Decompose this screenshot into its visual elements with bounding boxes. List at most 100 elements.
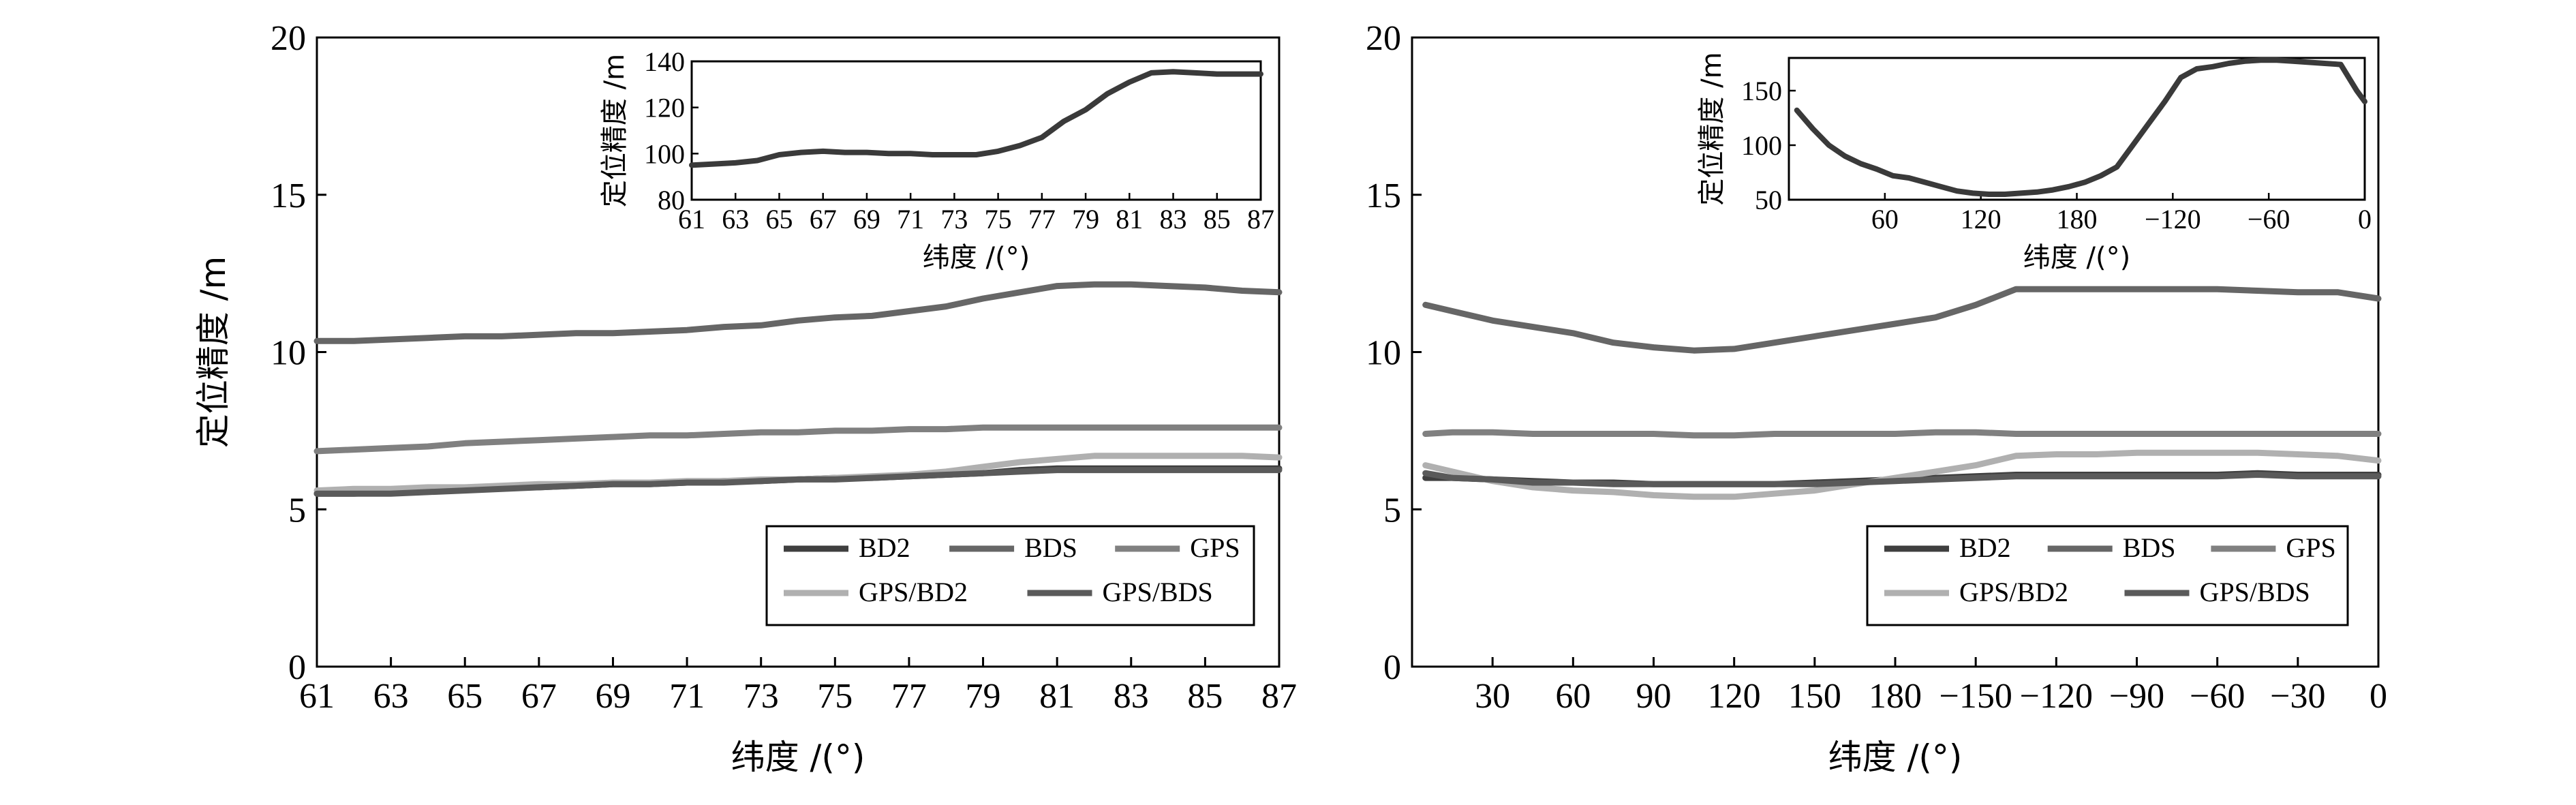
x-tick-label: 60: [1555, 677, 1591, 716]
y-tick-label: 10: [271, 334, 306, 373]
x-axis-label: 纬度 /(°): [1828, 738, 1963, 777]
inset-x-tick-label: 120: [1961, 204, 2002, 234]
x-tick-label: −90: [2109, 677, 2164, 716]
x-tick-label: −30: [2270, 677, 2325, 716]
inset-frame: [1788, 57, 2366, 201]
inset-x-tick-label: 83: [1160, 204, 1187, 234]
inset-x-tick-label: −60: [2248, 204, 2290, 234]
inset-series-line: [1794, 57, 2367, 197]
y-tick-label: 5: [1383, 491, 1401, 530]
series-line-gps-bd2: [313, 453, 1283, 494]
legend-label: BD2: [1959, 532, 2011, 563]
legend: BD2 BDS GPS GPS/BD2 GPS/BDS: [1866, 525, 2349, 626]
legend-label: GPS/BDS: [2200, 577, 2310, 607]
inset-y-tick-label: 100: [644, 138, 685, 169]
right-panel: 30 60 90 120 150 180 −150 −120 −90 −60 −30 00510152…: [1366, 19, 2387, 777]
series-line-gps: [1422, 429, 2382, 439]
legend: BD2 BDS GPS GPS/BD2 GPS/BDS: [765, 525, 1255, 626]
legend-label: GPS/BD2: [1959, 577, 2068, 607]
inset-x-tick-label: 67: [810, 204, 837, 234]
x-tick-label: 77: [891, 677, 927, 716]
x-tick-label: −60: [2190, 677, 2245, 716]
x-tick-label: 120: [1708, 677, 1761, 716]
inset-y-axis-label: 定位精度 /m: [599, 54, 630, 207]
x-tick-label: 85: [1187, 677, 1223, 716]
legend-label: GPS: [1190, 532, 1240, 563]
y-tick-label: 15: [271, 177, 306, 215]
inset-y-tick-label: 100: [1741, 130, 1782, 161]
inset-x-tick-label: 81: [1116, 204, 1143, 234]
y-tick-label: 15: [1366, 177, 1401, 215]
inset-frame: [690, 60, 1262, 201]
inset-y-tick-label: 80: [658, 185, 685, 215]
x-tick-label: 79: [966, 677, 1001, 716]
series-line-bds: [1422, 286, 2382, 354]
x-tick-label: 87: [1261, 677, 1297, 716]
x-tick-label: 61: [299, 677, 335, 716]
inset-x-tick-label: 69: [853, 204, 880, 234]
series-line-gps-bds: [313, 467, 1283, 497]
legend-box: [1866, 525, 2349, 626]
y-tick-label: 20: [1366, 19, 1401, 58]
series-line-bds: [313, 281, 1283, 344]
y-tick-label: 0: [288, 648, 306, 687]
legend-label: BD2: [859, 532, 910, 563]
legend-label: GPS: [2286, 532, 2335, 563]
inset-chart: 61 63 65 67 69 71 73 75 77 79 81 83 85 87 80 100 120 140 纬…: [599, 46, 1274, 273]
inset-y-tick-label: 150: [1741, 76, 1782, 106]
x-tick-label: −120: [2020, 677, 2093, 716]
x-tick-label: 83: [1114, 677, 1149, 716]
x-tick-label: 0: [2370, 677, 2387, 716]
inset-x-tick-label: 75: [985, 204, 1012, 234]
inset-x-tick-label: 79: [1072, 204, 1099, 234]
legend-box: [765, 525, 1255, 626]
x-tick-label: −150: [1939, 677, 2012, 716]
x-tick-label: 30: [1475, 677, 1510, 716]
inset-x-tick-label: 65: [765, 204, 793, 234]
inset-x-tick-label: 73: [940, 204, 968, 234]
legend-label: BDS: [1024, 532, 1077, 563]
x-tick-label: 180: [1869, 677, 1922, 716]
y-tick-label: 10: [1366, 334, 1401, 373]
inset-chart: 60 120 180 −120 −60 0 50 100 150 纬度 /(°) 定位精度 /m: [1696, 52, 2372, 273]
x-tick-label: 71: [669, 677, 705, 716]
x-tick-label: 90: [1636, 677, 1672, 716]
series-line-gps: [313, 424, 1283, 455]
x-tick-label: 69: [595, 677, 630, 716]
x-tick-label: 73: [743, 677, 779, 716]
inset-y-tick-label: 120: [644, 93, 685, 123]
inset-x-tick-label: 71: [897, 204, 924, 234]
inset-y-tick-label: 140: [644, 46, 685, 77]
left-panel: 61 63 65 67 69 71 73 75 77 79 81 83 85 87 0 5 10 15 20 纬度 /…: [194, 19, 1297, 777]
inset-y-tick-label: 50: [1755, 185, 1782, 215]
inset-x-tick-label: 85: [1203, 204, 1231, 234]
inset-x-tick-label: 60: [1871, 204, 1899, 234]
x-tick-label: 81: [1039, 677, 1075, 716]
x-axis-label: 纬度 /(°): [731, 738, 865, 777]
legend-label: GPS/BDS: [1103, 577, 1213, 607]
y-tick-label: 20: [271, 19, 306, 58]
inset-x-tick-label: 87: [1247, 204, 1274, 234]
inset-series-line: [689, 69, 1263, 168]
x-tick-label: 150: [1788, 677, 1841, 716]
x-tick-label: 63: [373, 677, 409, 716]
series-line-gps-bds: [1422, 470, 2382, 487]
inset-x-axis-label: 纬度 /(°): [2023, 242, 2130, 273]
x-tick-label: 67: [521, 677, 557, 716]
inset-x-tick-label: 63: [722, 204, 749, 234]
y-axis-label: 定位精度 /m: [194, 256, 233, 448]
y-tick-label: 5: [288, 491, 306, 530]
legend-label: GPS/BD2: [859, 577, 968, 607]
inset-y-axis-label: 定位精度 /m: [1696, 52, 1728, 205]
x-tick-label: 65: [447, 677, 482, 716]
inset-x-tick-label: 77: [1028, 204, 1056, 234]
legend-label: BDS: [2123, 532, 2176, 563]
y-tick-label: 0: [1383, 648, 1401, 687]
inset-x-tick-label: −120: [2145, 204, 2201, 234]
inset-x-tick-label: 61: [678, 204, 705, 234]
series-line-gps-bd2: [1422, 449, 2382, 500]
x-tick-label: 75: [817, 677, 853, 716]
inset-x-axis-label: 纬度 /(°): [923, 242, 1030, 273]
inset-x-tick-label: 0: [2358, 204, 2372, 234]
